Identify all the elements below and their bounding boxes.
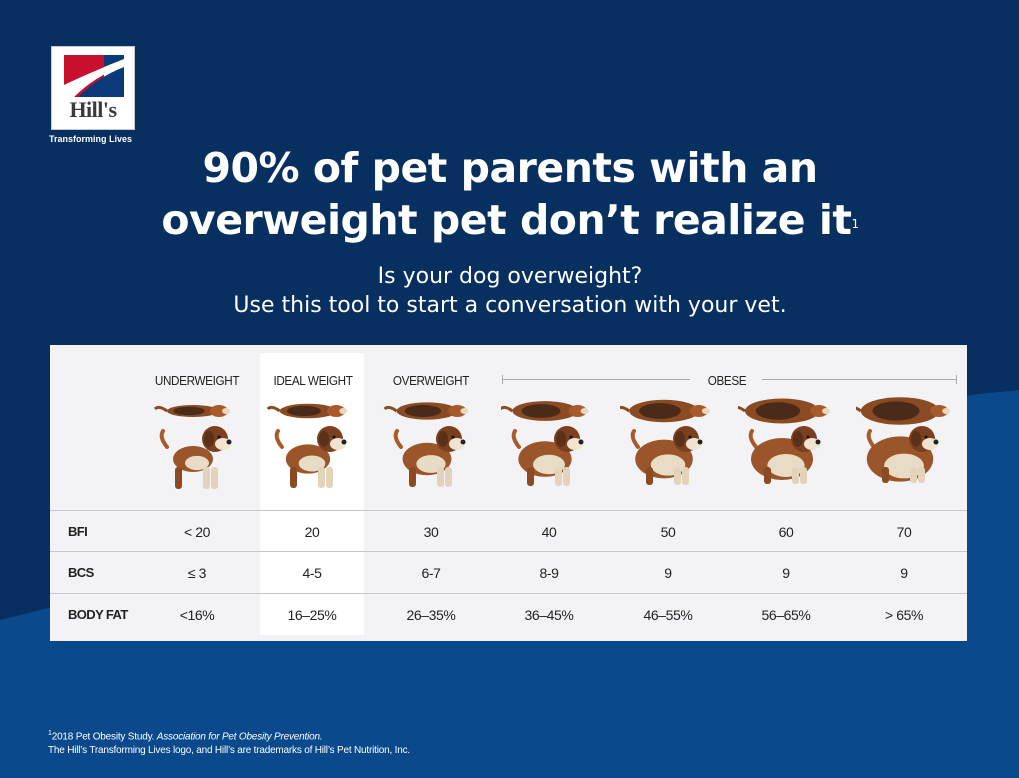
row-label-bcs: BCS: [68, 565, 94, 580]
dog-obese-60-icon: [738, 398, 830, 484]
headline: 90% of pet parents with an overweight pe…: [100, 142, 920, 246]
headline-line-1: 90% of pet parents with an: [202, 144, 818, 192]
table-cell: 30: [423, 524, 439, 540]
dog-obese-70-icon: [856, 397, 951, 483]
table-cell: 56–65%: [761, 607, 811, 623]
obese-bracket-left-line: [502, 379, 690, 380]
table-cell: 70: [896, 524, 912, 540]
obese-bracket-right-tick: [956, 375, 957, 384]
footnote-source: Association for Pet Obesity Prevention.: [156, 731, 323, 743]
table-cell: 46–55%: [643, 607, 693, 623]
table-cell: 9: [664, 565, 672, 581]
dog-overweight-icon: [383, 402, 469, 487]
headline-line-2: overweight pet don’t realize it1: [100, 194, 920, 246]
footnote-ref: 1: [48, 730, 52, 737]
dog-ideal-icon: [266, 403, 348, 488]
table-cell: > 65%: [884, 607, 924, 623]
subheading-line-2: Use this tool to start a conversation wi…: [233, 293, 787, 318]
footnote-study: 2018 Pet Obesity Study.: [51, 731, 157, 743]
table-cell: 9: [900, 565, 908, 581]
logo-wordmark: Hill's: [69, 97, 117, 122]
table-cell: 6-7: [421, 565, 441, 581]
footnote: 12018 Pet Obesity Study. Association for…: [48, 727, 410, 758]
row-label-body-fat: BODY FAT: [68, 607, 128, 622]
table-cell: 20: [304, 524, 320, 540]
headline-footnote-ref: 1: [851, 217, 860, 231]
dog-obese-50-icon: [620, 399, 710, 485]
table-cell: 8-9: [539, 565, 559, 581]
footnote-trademark: The Hill’s Transforming Lives logo, and …: [48, 745, 410, 757]
footnote-citation: 12018 Pet Obesity Study. Association for…: [48, 727, 410, 744]
table-cell: <16%: [179, 607, 215, 623]
row-divider: [50, 593, 967, 594]
weight-chart-panel: UNDERWEIGHT IDEAL WEIGHT OVERWEIGHT OBES…: [50, 345, 967, 641]
row-divider: [50, 510, 967, 511]
logo-tagline: Transforming Lives: [49, 134, 133, 144]
row-divider: [50, 551, 967, 552]
dog-obese-40-icon: [501, 401, 589, 486]
table-cell: 50: [660, 524, 676, 540]
table-cell: 40: [541, 524, 557, 540]
hills-logo: Hill's: [51, 46, 135, 130]
table-cell: ≤ 3: [187, 565, 207, 581]
header-underweight: UNDERWEIGHT: [154, 373, 240, 388]
table-cell: 60: [778, 524, 794, 540]
table-cell: 16–25%: [287, 607, 337, 623]
row-label-bfi: BFI: [68, 524, 88, 539]
dog-underweight-icon: [153, 405, 232, 489]
table-cell: 36–45%: [524, 607, 574, 623]
header-overweight: OVERWEIGHT: [392, 373, 470, 388]
table-cell: 26–35%: [406, 607, 456, 623]
obese-bracket-right-line: [762, 379, 956, 380]
header-obese: OBESE: [707, 373, 747, 388]
table-cell: 4-5: [302, 565, 322, 581]
table-cell: < 20: [183, 524, 211, 540]
subheading-line-1: Is your dog overweight?: [377, 264, 643, 289]
table-cell: 9: [782, 565, 790, 581]
logo-mark-icon: [64, 55, 124, 97]
subheading: Is your dog overweight? Use this tool to…: [100, 262, 920, 320]
header-ideal-weight: IDEAL WEIGHT: [273, 373, 353, 388]
headline-line-2-text: overweight pet don’t realize it: [161, 196, 852, 244]
ideal-weight-highlight: [260, 353, 364, 635]
